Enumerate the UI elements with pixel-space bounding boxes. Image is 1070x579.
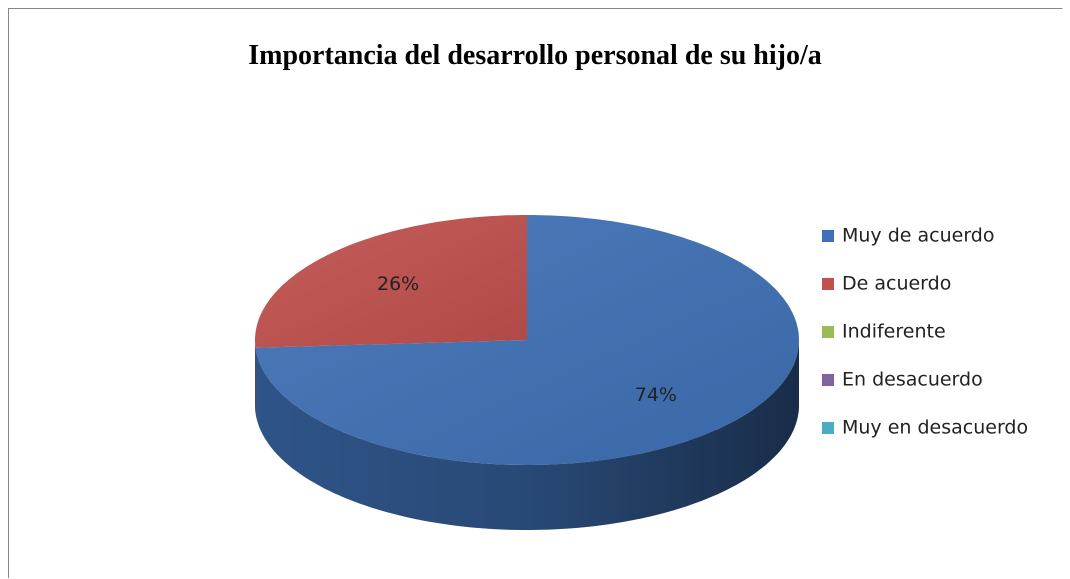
legend-label: En desacuerdo: [842, 369, 983, 391]
slice-shade: [255, 215, 527, 348]
legend-swatch: [822, 326, 834, 338]
slice-side-shade: [255, 340, 256, 413]
slice-side-shade: [255, 340, 799, 530]
data-label: 26%: [377, 273, 419, 295]
legend-label: De acuerdo: [842, 273, 951, 295]
chart-border: [8, 8, 1063, 578]
legend-label: Muy en desacuerdo: [842, 417, 1028, 439]
legend-swatch: [822, 278, 834, 290]
legend-swatch: [822, 374, 834, 386]
slice-shade: [255, 215, 799, 465]
data-label: 74%: [635, 384, 677, 406]
legend-label: Indiferente: [842, 321, 946, 343]
legend-swatch: [822, 230, 834, 242]
legend-label: Muy de acuerdo: [842, 225, 995, 247]
legend-swatch: [822, 422, 834, 434]
chart-title: Importancia del desarrollo personal de s…: [248, 40, 822, 71]
